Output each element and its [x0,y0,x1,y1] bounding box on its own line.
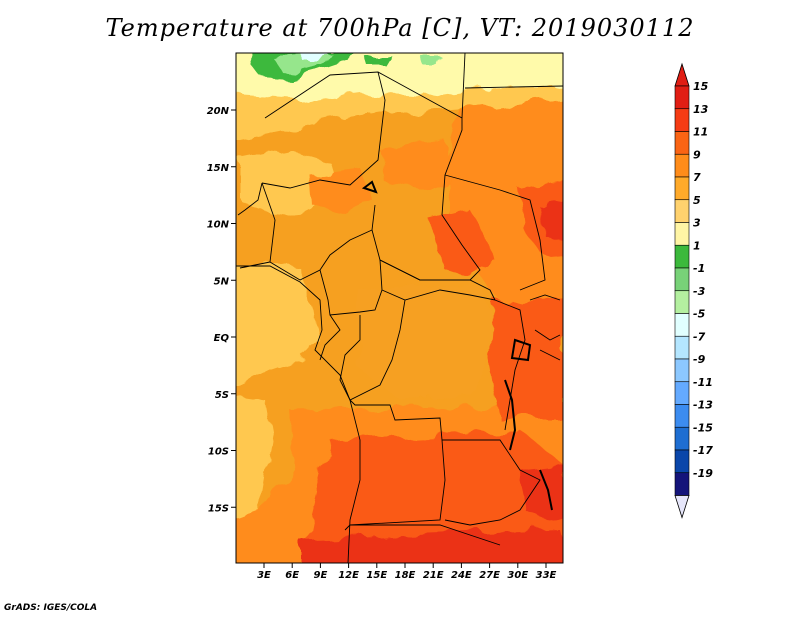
north-light-orange-zone [236,85,563,140]
border-algeria-libya [261,71,386,189]
ne-green-spot2 [365,56,392,66]
north-central-dark [380,140,450,190]
lon-tick-label: 18E [395,570,416,581]
colorbar-swatch [674,199,690,223]
colorbar-under-triangle [674,495,690,519]
colorbar-label: 7 [693,171,701,184]
central-orange-basin [360,285,500,400]
cyan-patch [300,53,326,62]
border-drc-east [494,299,526,431]
lon-tick-label: 15E [366,570,387,581]
colorbar-swatch [674,244,690,269]
border-angola [344,399,446,531]
colorbar-label: -17 [693,444,713,457]
lat-tick-label: EQ [214,333,230,344]
colorbar-swatch [674,131,690,155]
border-zambia [442,439,541,526]
grads-credit: GrADS: IGES/COLA [4,603,98,613]
colorbar-label: 15 [693,80,709,93]
lat-tick-label: 10N [207,220,230,231]
colorbar-over-triangle [674,62,690,87]
colorbar-swatch [674,176,690,201]
west-ocean-light-orange [236,265,318,385]
colorbar-swatch [674,153,690,178]
colorbar-swatch [674,472,690,496]
colorbar-label: 13 [693,103,709,116]
lon-tick-label: 33E [536,570,557,581]
colorbar-swatch [674,404,690,428]
lon-tick-label: 21E [423,570,444,581]
colorbar-swatch [674,358,690,383]
west-coast-light [236,395,272,543]
colorbar-swatch [674,290,690,314]
lat-tick-label: 15S [208,503,229,514]
map-frame [235,52,564,564]
lake-victoria [510,338,532,362]
border-sudan-south [444,174,546,291]
lat-tick-label: 15N [207,163,230,174]
border-gabon [319,314,341,361]
colorbar-label: -7 [693,330,706,343]
colorbar-swatch [674,449,690,474]
chart-title: Temperature at 700hPa [C], VT: 201903011… [105,14,695,42]
border-west-africa-2 [239,261,271,269]
colorbar-label: -1 [693,262,705,275]
east-red-spot [538,200,563,240]
lon-tick-label: 3E [257,570,271,581]
lat-tick-label: 10S [208,447,229,458]
temperature-colorbar: 15 13 11 9 7 5 3 1 -1 -3 -5 -7 -9 -11 -13 -15 -17 -19 [674,62,713,519]
longitude-axis: 3E 6E 9E 12E 15E 18E 21E 24E 27E 30E 33E [257,563,557,581]
colorbar-label: 1 [693,239,701,252]
latitude-axis: 20N 15N 10N 5N EQ 5S 10S 15S [207,106,236,514]
colorbar-label: -13 [693,399,713,412]
lon-tick-label: 12E [338,570,359,581]
colorbar-swatch [674,108,690,132]
border-cameroon [319,229,383,316]
lon-tick-label: 9E [314,570,328,581]
colorbar-label: -11 [693,376,713,389]
border-libya-egypt [461,53,466,119]
colorbar-swatch [674,381,690,405]
colorbar-swatch [674,85,690,110]
south-red [300,530,563,563]
se-red-spot [520,465,563,520]
lon-tick-label: 6E [285,570,299,581]
lake-tanganyika [504,379,517,451]
lat-tick-label: 5N [214,276,230,287]
lakes [361,180,553,511]
border-coastline-west [236,265,361,563]
lake-malawi [539,469,553,511]
country-borders [236,53,563,563]
lat-tick-label: 20N [207,106,230,117]
border-east-highlands [529,294,561,361]
ne-green-spot [420,55,440,64]
lon-tick-label: 27E [479,570,500,581]
colorbar-label: 11 [693,126,708,139]
colorbar-label: 5 [693,194,701,207]
border-namibia [350,524,501,546]
colorbar-swatch [674,313,690,337]
border-egypt-sudan [464,85,563,89]
lon-tick-label: 24E [451,570,472,581]
colorbar-swatch [674,222,690,246]
lake-chad [361,180,378,194]
colorbar-label: -5 [693,308,706,321]
east-dark-orange [445,95,563,329]
lat-tick-label: 5S [215,390,229,401]
colorbar-label: -19 [693,467,713,480]
colorbar-label: 3 [693,217,701,230]
border-west-africa-1 [237,182,263,216]
colorbar-label: 9 [693,148,701,161]
colorbar-swatch [674,335,690,360]
colorbar-label: -3 [693,285,706,298]
temperature-field [236,53,563,563]
colorbar-label: -15 [693,421,713,434]
colorbar-swatch [674,267,690,292]
colorbar-label: -9 [693,353,706,366]
colorbar-swatch [674,426,690,451]
lon-tick-label: 30E [507,570,528,581]
central-dark-orange [430,210,495,275]
south-red-orange [301,430,563,563]
